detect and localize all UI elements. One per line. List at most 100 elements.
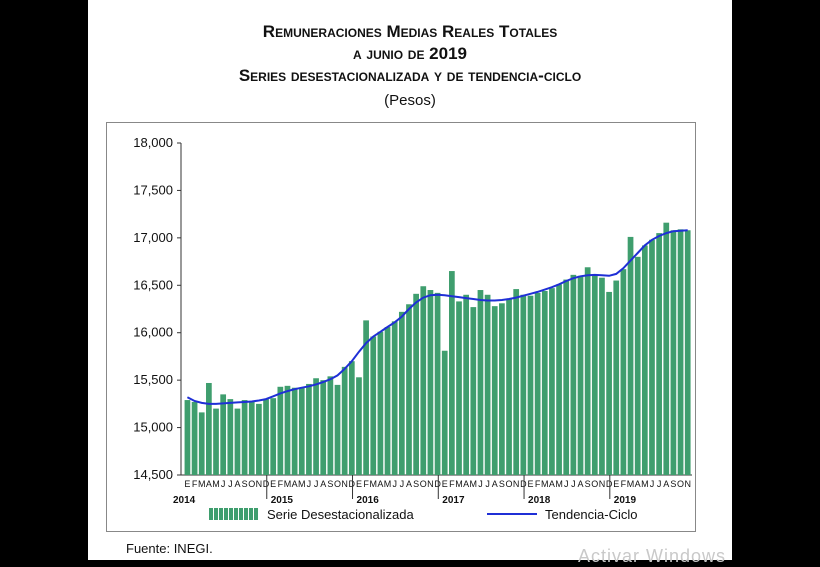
legend-swatch-bars	[249, 508, 253, 520]
month-tick-label: F	[363, 479, 369, 489]
bar-desestacionalizada	[556, 284, 562, 475]
y-tick-label: 14,500	[133, 467, 173, 482]
month-tick-label: O	[420, 479, 427, 489]
bar-desestacionalizada	[291, 387, 298, 475]
month-tick-label: M	[541, 479, 549, 489]
bar-desestacionalizada	[534, 292, 541, 475]
bar-desestacionalizada	[449, 271, 455, 475]
bar-desestacionalizada	[391, 321, 398, 475]
month-tick-label: A	[663, 479, 669, 489]
bar-desestacionalizada	[234, 408, 241, 475]
legend-label-tendencia: Tendencia-Ciclo	[545, 507, 638, 522]
bar-desestacionalizada	[213, 408, 219, 475]
bar-desestacionalizada	[398, 311, 405, 475]
month-tick-label: F	[535, 479, 541, 489]
legend-swatch-bars	[209, 508, 213, 520]
bar-desestacionalizada	[334, 384, 341, 475]
month-tick-label: J	[307, 479, 312, 489]
y-tick-label: 15,000	[133, 420, 173, 435]
bar-desestacionalizada	[684, 230, 691, 475]
month-tick-label: A	[320, 479, 326, 489]
bar-desestacionalizada	[541, 290, 548, 475]
month-tick-label: O	[506, 479, 513, 489]
month-tick-label: N	[684, 479, 691, 489]
bar-desestacionalizada	[306, 383, 312, 475]
month-tick-label: E	[356, 479, 362, 489]
bar-desestacionalizada	[634, 256, 641, 475]
month-tick-label: E	[527, 479, 533, 489]
year-tick-label: 2017	[442, 495, 465, 506]
bar-desestacionalizada	[441, 350, 448, 475]
month-tick-label: F	[621, 479, 627, 489]
bar-desestacionalizada	[484, 294, 491, 475]
y-tick-label: 16,000	[133, 325, 173, 340]
bar-desestacionalizada	[427, 290, 434, 475]
bar-desestacionalizada	[277, 386, 284, 475]
month-tick-label: O	[591, 479, 598, 489]
month-tick-label: M	[384, 479, 392, 489]
month-tick-label: J	[314, 479, 319, 489]
bar-desestacionalizada	[348, 361, 355, 475]
y-tick-label: 18,000	[133, 135, 173, 150]
bar-desestacionalizada	[198, 412, 205, 475]
month-tick-label: J	[571, 479, 576, 489]
bar-desestacionalizada	[263, 399, 269, 475]
month-tick-label: F	[449, 479, 455, 489]
month-tick-label: J	[228, 479, 233, 489]
month-tick-label: A	[377, 479, 383, 489]
month-tick-label: S	[670, 479, 676, 489]
month-tick-label: J	[564, 479, 569, 489]
bar-desestacionalizada	[241, 400, 248, 475]
bar-desestacionalizada	[191, 401, 198, 475]
bar-desestacionalizada	[220, 394, 227, 475]
bar-desestacionalizada	[470, 307, 477, 475]
month-tick-label: F	[278, 479, 284, 489]
bar-desestacionalizada	[270, 398, 277, 475]
report-page: Remuneraciones Medias Reales Totales a j…	[88, 0, 732, 566]
bar-desestacionalizada	[606, 291, 612, 475]
month-tick-label: E	[270, 479, 276, 489]
bar-desestacionalizada	[613, 280, 620, 475]
bar-desestacionalizada	[656, 233, 662, 475]
year-tick-label: 2018	[528, 495, 551, 506]
bar-desestacionalizada	[563, 279, 570, 475]
month-tick-label: M	[284, 479, 292, 489]
month-tick-label: M	[298, 479, 306, 489]
month-tick-label: S	[327, 479, 333, 489]
month-tick-label: N	[427, 479, 434, 489]
bar-desestacionalizada	[384, 327, 391, 475]
month-tick-label: M	[641, 479, 649, 489]
bar-desestacionalizada	[527, 295, 534, 475]
bar-desestacionalizada	[341, 366, 348, 475]
month-tick-label: A	[492, 479, 498, 489]
month-tick-label: S	[499, 479, 505, 489]
bar-desestacionalizada	[506, 298, 512, 475]
bar-desestacionalizada	[377, 331, 384, 475]
bar-desestacionalizada	[477, 290, 484, 475]
bar-desestacionalizada	[370, 336, 377, 475]
bar-desestacionalizada	[663, 222, 670, 475]
activation-watermark: Activar Windows	[578, 546, 727, 566]
month-tick-label: J	[400, 479, 405, 489]
month-tick-label: M	[470, 479, 478, 489]
legend-swatch-bars	[244, 508, 248, 520]
bar-desestacionalizada	[356, 377, 362, 475]
month-tick-label: A	[406, 479, 412, 489]
bar-desestacionalizada	[599, 277, 605, 475]
month-tick-label: E	[613, 479, 619, 489]
month-tick-label: M	[555, 479, 563, 489]
bar-desestacionalizada	[327, 376, 334, 475]
month-tick-label: S	[242, 479, 248, 489]
month-tick-label: J	[485, 479, 490, 489]
y-tick-label: 15,500	[133, 372, 173, 387]
year-tick-label: 2019	[614, 495, 637, 506]
bar-desestacionalizada	[491, 306, 498, 475]
legend-swatch-bars	[254, 508, 258, 520]
month-tick-label: O	[677, 479, 684, 489]
bar-desestacionalizada	[513, 289, 520, 475]
year-tick-label: 2014	[173, 495, 196, 506]
chart-subtitle-series: Series desestacionalizada y de tendencia…	[238, 66, 582, 85]
legend-swatch-bars	[239, 508, 243, 520]
month-tick-label: F	[192, 479, 198, 489]
month-tick-label: J	[650, 479, 655, 489]
